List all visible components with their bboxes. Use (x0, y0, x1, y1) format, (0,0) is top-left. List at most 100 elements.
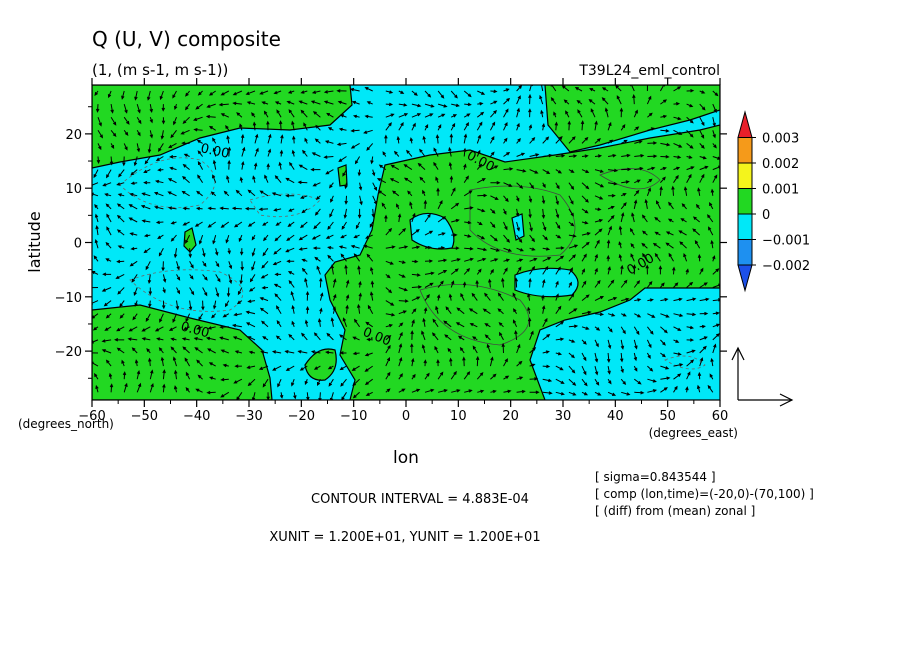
wind-vector (437, 371, 444, 380)
chart-units: (1, (m s-1, m s-1)) (92, 61, 228, 79)
wind-vector (411, 212, 416, 223)
wind-vector (110, 116, 117, 126)
wind-vector (317, 378, 321, 386)
wind-vector (699, 116, 705, 127)
wind-vector (475, 279, 479, 288)
wind-vector (364, 378, 374, 386)
wind-vector (697, 187, 701, 196)
wind-vector (633, 339, 638, 350)
wind-vector (489, 356, 494, 367)
wind-vector (114, 338, 125, 342)
wind-vector (365, 321, 373, 328)
wind-vector (169, 154, 177, 159)
wind-vector (641, 242, 648, 249)
wind-vector (291, 149, 296, 157)
wind-vector (233, 221, 243, 228)
x-tick-label: 10 (450, 409, 467, 424)
wind-vector (555, 337, 565, 342)
wind-vector (92, 326, 99, 331)
wind-vector (288, 208, 295, 212)
wind-vector (107, 90, 112, 99)
wind-vector (464, 102, 472, 107)
wind-vector (438, 258, 448, 263)
wind-vector (314, 208, 321, 216)
wind-vector (647, 378, 657, 383)
wind-vector (198, 313, 204, 321)
wind-vector (462, 356, 466, 367)
wind-vector (110, 104, 114, 114)
wind-vector (233, 378, 243, 384)
wind-vector (594, 326, 601, 331)
wind-vector (490, 258, 499, 262)
wind-vector (621, 167, 632, 172)
wind-vector (514, 277, 519, 288)
wind-vector (607, 225, 612, 236)
wind-vector (419, 176, 426, 184)
wind-vector (134, 90, 138, 101)
wind-vector (590, 108, 596, 118)
wind-vector (235, 189, 243, 197)
wind-vector (129, 260, 138, 267)
wind-vector (607, 266, 611, 275)
wind-vector (607, 326, 613, 333)
wind-vector (317, 318, 322, 327)
wind-vector (158, 347, 164, 354)
wind-vector (503, 195, 509, 203)
wind-vector (144, 156, 151, 165)
wind-vector (315, 195, 321, 200)
wind-vector (154, 205, 164, 210)
wind-vector (369, 266, 374, 275)
wind-vector (554, 121, 559, 131)
wind-vector (336, 89, 347, 93)
wind-vector (594, 391, 602, 396)
wind-vector (594, 138, 601, 144)
wind-vector (604, 107, 609, 118)
y-axis: −20 −10 0 10 20 (55, 106, 727, 379)
wind-vector (363, 244, 373, 249)
wind-vector (219, 325, 229, 329)
wind-vector (213, 300, 217, 310)
wind-vector (607, 139, 614, 144)
wind-vector (620, 339, 625, 350)
wind-vector (437, 103, 448, 108)
wind-vector (594, 365, 599, 376)
wind-vector (647, 298, 654, 302)
wind-vector (448, 293, 453, 301)
wind-vector (398, 357, 403, 367)
wind-vector (196, 359, 203, 367)
wind-vector (225, 124, 230, 131)
wind-vector (211, 313, 217, 319)
wind-vector (403, 177, 413, 184)
wind-vector (685, 268, 689, 275)
wind-vector (686, 155, 693, 159)
wind-vector (367, 304, 374, 314)
wind-vector (660, 99, 668, 105)
wind-vector (298, 164, 308, 171)
wind-vector (169, 166, 177, 171)
wind-vector (197, 150, 203, 157)
wind-vector (542, 169, 551, 174)
wind-vector (686, 116, 694, 124)
wind-vector (423, 199, 428, 209)
wind-vector (455, 322, 465, 328)
wind-vector (581, 326, 590, 330)
wind-vector (469, 323, 478, 328)
wind-vector (233, 312, 242, 317)
wind-vector (434, 345, 439, 354)
wind-vector (568, 365, 576, 374)
wind-vector (218, 102, 229, 107)
wind-vector (315, 124, 321, 131)
wind-vector (385, 287, 393, 294)
wind-vector (143, 247, 151, 254)
wind-vector (503, 375, 510, 380)
wind-vector (101, 287, 112, 292)
wind-vector (542, 247, 551, 251)
wind-vector (319, 307, 323, 314)
wind-vector (92, 361, 99, 367)
wind-vector (686, 338, 695, 342)
wind-vector (287, 221, 295, 228)
wind-vector (106, 226, 112, 236)
wind-vector (708, 226, 714, 236)
wind-vector (671, 185, 675, 196)
wind-vector (436, 187, 440, 196)
